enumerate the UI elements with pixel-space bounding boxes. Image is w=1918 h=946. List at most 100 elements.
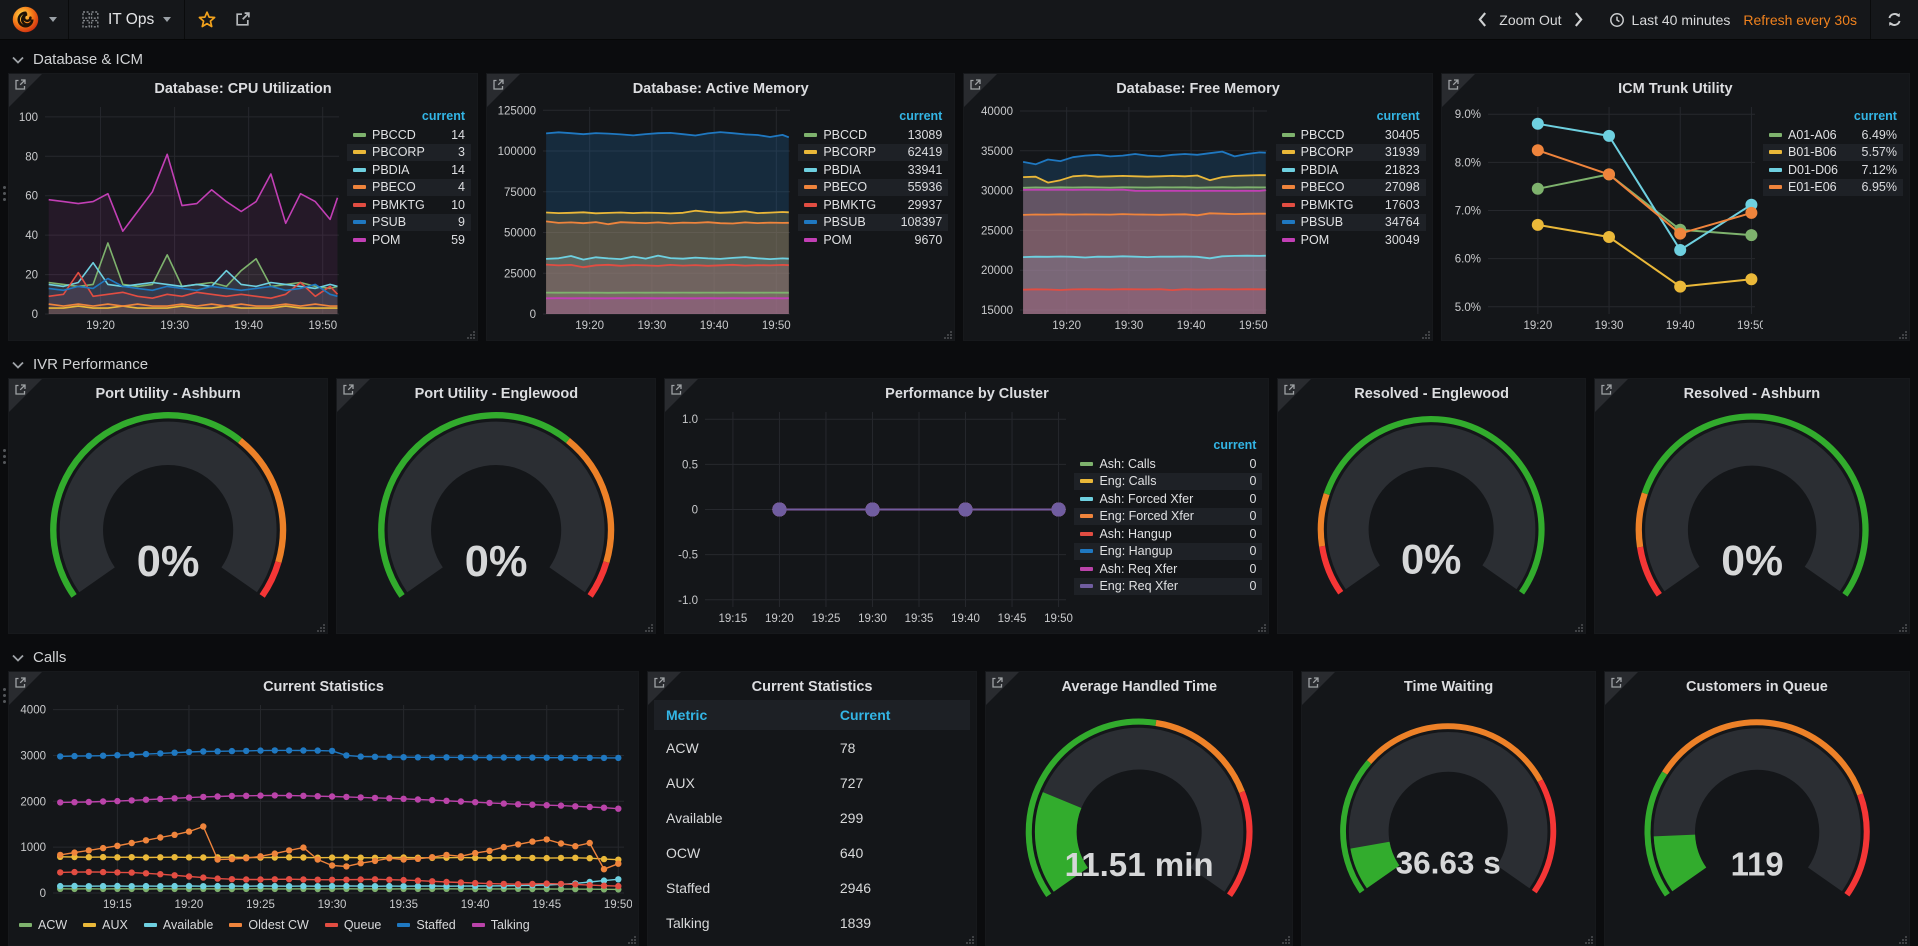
legend-item[interactable]: PBDIA 21823 — [1276, 161, 1426, 179]
legend-item[interactable]: PBCCD 14 — [347, 126, 471, 144]
panel-drag-handle[interactable] — [3, 688, 6, 691]
legend-item[interactable]: Eng: Forced Xfer 0 — [1074, 507, 1263, 525]
legend-item[interactable]: Ash: Calls 0 — [1074, 455, 1262, 473]
legend-item[interactable]: B01-B06 5.57% — [1762, 143, 1903, 161]
panel-title[interactable]: Performance by Cluster — [885, 386, 1049, 402]
dashboard-title[interactable]: IT Ops — [108, 10, 155, 28]
legend-item[interactable]: PBSUB 108397 — [798, 213, 949, 231]
external-link-icon[interactable] — [14, 383, 27, 396]
legend-item[interactable]: PBMKTG 17603 — [1276, 196, 1426, 214]
refresh-now-button[interactable] — [1870, 0, 1918, 39]
panel-resize-handle[interactable] — [940, 327, 953, 339]
zoom-out-button[interactable]: Zoom Out — [1499, 11, 1562, 28]
time-shift-back-button[interactable] — [1478, 12, 1487, 27]
legend-item[interactable]: A01-A06 6.49% — [1763, 126, 1903, 144]
legend-item[interactable]: Ash: Req Xfer 0 — [1074, 560, 1262, 578]
external-link-icon[interactable] — [969, 78, 982, 91]
panel-title[interactable]: Port Utility - Ashburn — [95, 386, 241, 402]
row-header-ivr-performance[interactable]: IVR Performance — [8, 349, 1910, 378]
panel-resize-handle[interactable] — [641, 620, 654, 632]
legend-item[interactable]: PBDIA 33941 — [798, 161, 948, 179]
panel-resize-handle[interactable] — [1418, 327, 1430, 339]
legend-item[interactable]: Talking — [471, 918, 530, 932]
panel-resize-handle[interactable] — [1571, 620, 1583, 632]
legend-item[interactable]: PBCCD 30405 — [1276, 126, 1426, 144]
time-range-picker[interactable]: Last 40 minutes Refresh every 30s — [1596, 0, 1870, 39]
active-memory-chart[interactable]: 0 25000 50000 75000 100000 125000 19:20 19:30 19… — [489, 100, 798, 334]
legend-item[interactable]: Eng: Req Xfer 0 — [1074, 577, 1263, 595]
external-link-icon[interactable] — [991, 676, 1004, 689]
time-range-label[interactable]: Last 40 minutes — [1631, 11, 1731, 28]
legend-item[interactable]: PBMKTG 10 — [347, 196, 471, 214]
legend-item[interactable]: Oldest CW — [229, 918, 309, 932]
legend-item[interactable]: PBSUB 34764 — [1275, 213, 1426, 231]
external-link-icon[interactable] — [653, 676, 666, 689]
panel-title[interactable]: Port Utility - Englewood — [414, 386, 579, 402]
external-link-icon[interactable] — [1307, 676, 1320, 689]
panel-title[interactable]: Average Handled Time — [1061, 679, 1218, 695]
legend-item[interactable]: Eng: Hangup 0 — [1074, 542, 1263, 560]
legend-item[interactable]: POM 30049 — [1276, 231, 1426, 249]
legend-item[interactable]: POM 59 — [347, 231, 471, 249]
legend-item[interactable]: Available — [143, 918, 213, 932]
external-link-icon[interactable] — [492, 78, 505, 91]
panel-title[interactable]: Current Statistics — [263, 679, 384, 695]
time-shift-forward-button[interactable] — [1574, 12, 1583, 27]
panel-resize-handle[interactable] — [962, 932, 975, 944]
legend-item[interactable]: PBECO 4 — [347, 178, 471, 196]
row-header-database-icm[interactable]: Database & ICM — [8, 44, 1910, 73]
external-link-icon[interactable] — [1447, 78, 1460, 91]
legend-item[interactable]: PBECO 27098 — [1275, 178, 1426, 196]
panel-title[interactable]: Customers in Queue — [1685, 679, 1828, 695]
icm-trunk-chart[interactable]: 5.0% 6.0% 7.0% 8.0% 9.0% 19:20 19:30 19:40 19:50 — [1444, 100, 1763, 334]
panel-resize-handle[interactable] — [1895, 620, 1908, 632]
external-link-icon[interactable] — [1600, 383, 1613, 396]
panel-drag-handle[interactable] — [3, 186, 6, 189]
performance-by-cluster-chart[interactable]: -1.0 -0.5 0 0.5 1.0 19:15 19:20 19:25 19:30 19:35… — [667, 405, 1074, 627]
legend-item[interactable]: PBECO 55936 — [798, 178, 949, 196]
legend-item[interactable]: Ash: Hangup 0 — [1074, 525, 1262, 543]
external-link-icon[interactable] — [342, 383, 355, 396]
panel-drag-handle[interactable] — [3, 449, 6, 452]
legend-item[interactable]: AUX — [83, 918, 128, 932]
grafana-menu[interactable] — [0, 0, 69, 39]
star-dashboard-button[interactable] — [198, 10, 216, 29]
legend-item[interactable]: PBCORP 31939 — [1275, 143, 1426, 161]
panel-title[interactable]: Database: Active Memory — [632, 81, 809, 97]
panel-resize-handle[interactable] — [1895, 932, 1908, 944]
legend-item[interactable]: PBCORP 62419 — [798, 143, 949, 161]
legend-item[interactable]: Staffed — [397, 918, 456, 932]
panel-resize-handle[interactable] — [1278, 932, 1291, 944]
table-column-header[interactable]: Current — [827, 700, 971, 730]
panel-resize-handle[interactable] — [1895, 327, 1907, 339]
panel-title[interactable]: Time Waiting — [1403, 679, 1494, 695]
panel-resize-handle[interactable] — [1581, 932, 1593, 944]
panel-resize-handle[interactable] — [313, 620, 326, 632]
legend-item[interactable]: Ash: Forced Xfer 0 — [1074, 490, 1262, 508]
external-link-icon[interactable] — [1610, 676, 1623, 689]
legend-item[interactable]: PBCORP 3 — [347, 143, 471, 161]
legend-item[interactable]: PBDIA 14 — [347, 161, 471, 179]
panel-title[interactable]: Resolved - Englewood — [1354, 386, 1509, 402]
row-header-calls[interactable]: Calls — [8, 642, 1910, 671]
panel-resize-handle[interactable] — [624, 932, 636, 944]
table-column-header[interactable]: Metric — [654, 700, 828, 730]
legend-item[interactable]: E01-E06 6.95% — [1762, 178, 1903, 196]
external-link-icon[interactable] — [670, 383, 683, 396]
share-dashboard-button[interactable] — [234, 11, 251, 28]
panel-title[interactable]: ICM Trunk Utility — [1618, 81, 1733, 97]
panel-title[interactable]: Current Statistics — [751, 679, 873, 695]
external-link-icon[interactable] — [14, 676, 27, 689]
panel-title[interactable]: Database: Free Memory — [1116, 81, 1280, 97]
panel-title[interactable]: Database: CPU Utilization — [154, 81, 332, 97]
external-link-icon[interactable] — [1283, 383, 1296, 396]
refresh-interval-label[interactable]: Refresh every 30s — [1743, 11, 1857, 28]
legend-item[interactable]: POM 9670 — [798, 231, 948, 249]
free-memory-chart[interactable]: 15000 20000 25000 30000 35000 40000 19:20 19:30… — [966, 100, 1275, 334]
legend-item[interactable]: PBMKTG 29937 — [798, 196, 948, 214]
panel-title[interactable]: Resolved - Ashburn — [1683, 386, 1821, 402]
legend-item[interactable]: Queue — [324, 918, 381, 932]
calls-statistics-chart[interactable]: 0 1000 2000 3000 4000 19:15 19:20 19:25 19:30 19:… — [11, 698, 632, 913]
legend-item[interactable]: PBCCD 13089 — [798, 126, 948, 144]
cpu-utilization-chart[interactable]: 0 20 40 60 80 100 19:20 19:30 19:40 19:50 — [11, 100, 347, 334]
